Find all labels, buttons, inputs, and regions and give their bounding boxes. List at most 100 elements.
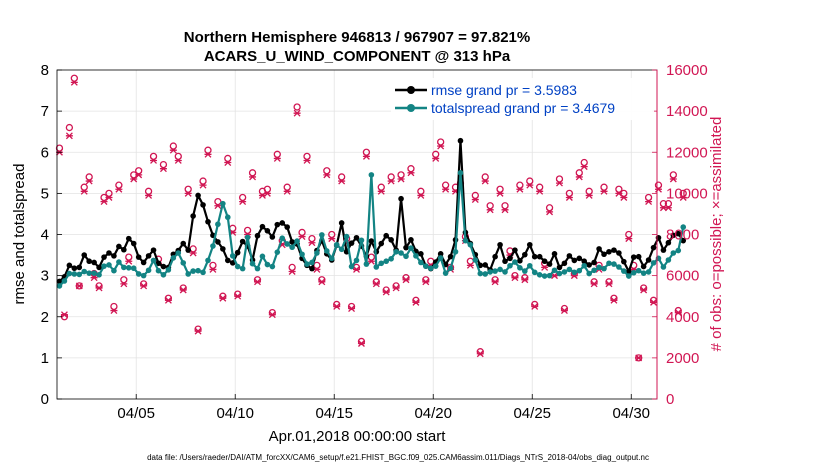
obs-assimilated-marker: [541, 263, 549, 271]
rmse-point: [200, 202, 206, 208]
obs-assimilated-marker: [293, 109, 301, 117]
totalspread-point: [155, 267, 162, 274]
totalspread-point: [373, 264, 380, 270]
totalspread-point: [170, 255, 177, 261]
obs-possible-marker: [357, 337, 366, 346]
totalspread-point: [546, 272, 553, 279]
obs-assimilated-marker: [674, 309, 682, 317]
rmse-point: [96, 264, 102, 271]
x-tick-label: 04/15: [315, 405, 353, 422]
rmse-point: [66, 262, 73, 269]
obs-possible-marker: [555, 175, 564, 183]
rmse-point: [635, 253, 642, 260]
obs-possible-marker: [263, 185, 272, 193]
totalspread-point: [210, 243, 216, 249]
obs-possible-marker: [234, 290, 242, 298]
totalspread-point: [556, 270, 563, 277]
obs-possible-marker: [362, 148, 371, 156]
obs-possible-marker: [338, 173, 346, 181]
totalspread-point: [175, 250, 182, 256]
obs-assimilated-marker: [234, 292, 242, 300]
obs-possible-marker: [526, 177, 534, 185]
totalspread-point: [432, 263, 439, 269]
obs-assimilated-marker: [95, 284, 103, 292]
obs-possible-marker: [412, 296, 420, 304]
obs-possible-marker: [471, 191, 479, 200]
rmse-point: [76, 264, 83, 271]
totalspread-point: [507, 262, 513, 269]
obs-assimilated-marker: [466, 261, 474, 269]
data-file-footnote: data file: /Users/raeder/DAI/ATM_forcXX/…: [147, 453, 649, 462]
rmse-point: [254, 232, 261, 239]
obs-assimilated-marker: [392, 284, 400, 292]
y2-axis-ticks: 0 2000 4000 6000 8000 10000 12000 14000 16000: [652, 62, 708, 408]
obs-possible-marker: [298, 228, 306, 237]
y-tick-label: 3: [41, 268, 49, 285]
totalspread-point: [185, 271, 191, 277]
rmse-point: [224, 257, 231, 264]
obs-assimilated-marker: [179, 286, 187, 294]
series-lines: [56, 137, 687, 289]
obs-assimilated-marker: [664, 204, 672, 212]
totalspread-point: [338, 246, 345, 253]
obs-assimilated-marker: [585, 191, 593, 199]
totalspread-point: [477, 270, 484, 277]
obs-assimilated-marker: [164, 296, 172, 304]
obs-possible-marker: [288, 263, 296, 272]
obs-assimilated-marker: [491, 278, 499, 286]
obs-assimilated-marker: [75, 282, 83, 290]
totalspread-point: [517, 265, 523, 271]
totalspread-point: [536, 272, 543, 278]
obs-possible-marker: [209, 261, 217, 269]
obs-possible-marker: [511, 271, 519, 280]
obs-possible-marker: [501, 202, 509, 210]
totalspread-point: [304, 261, 310, 267]
totalspread-point: [482, 271, 489, 277]
rmse-point: [185, 247, 191, 253]
obs-possible-marker: [590, 278, 598, 286]
totalspread-point: [487, 269, 493, 275]
rmse-point: [640, 263, 647, 270]
obs-possible-marker: [159, 160, 168, 169]
totalspread-point: [269, 263, 276, 270]
rmse-point: [309, 265, 315, 272]
obs-possible-marker: [268, 308, 276, 317]
obs-assimilated-marker: [526, 181, 534, 189]
legend-box: [391, 78, 654, 120]
rmse-point: [91, 259, 97, 266]
obs-assimilated-marker: [654, 185, 662, 193]
obs-assimilated-marker: [145, 191, 153, 199]
rmse-point: [145, 253, 152, 259]
obs-possible-marker: [174, 152, 182, 161]
obs-assimilated-marker: [174, 157, 182, 164]
totalspread-point: [274, 249, 281, 255]
rmse-point: [645, 257, 652, 263]
totalspread-point: [447, 265, 454, 272]
obs-possible-marker: [283, 183, 291, 191]
obs-assimilated-marker: [590, 280, 598, 288]
rmse-point: [338, 220, 345, 226]
obs-possible-marker: [407, 165, 415, 173]
obs-possible-marker: [214, 197, 222, 206]
obs-assimilated-marker: [85, 177, 93, 185]
obs-assimilated-marker: [575, 173, 583, 181]
obs-assimilated-marker: [496, 189, 504, 197]
rmse-point: [675, 230, 682, 237]
totalspread-point: [86, 270, 92, 276]
y2-tick-label: 16000: [666, 62, 708, 79]
obs-assimilated-marker: [328, 235, 336, 243]
rmse-point: [497, 241, 503, 248]
obs-possible-marker: [164, 294, 173, 302]
rmse-point: [522, 251, 528, 258]
obs-assimilated-marker: [338, 177, 346, 185]
totalspread-point: [437, 255, 444, 261]
rmse-point: [348, 240, 355, 246]
totalspread-point: [596, 264, 602, 271]
obs-assimilated-marker: [645, 198, 653, 206]
totalspread-point: [145, 267, 152, 274]
rmse-point: [274, 221, 281, 228]
rmse-point: [571, 257, 578, 264]
rmse-point: [383, 232, 390, 239]
rmse-point: [101, 254, 107, 260]
obs-possible-marker: [521, 274, 529, 282]
